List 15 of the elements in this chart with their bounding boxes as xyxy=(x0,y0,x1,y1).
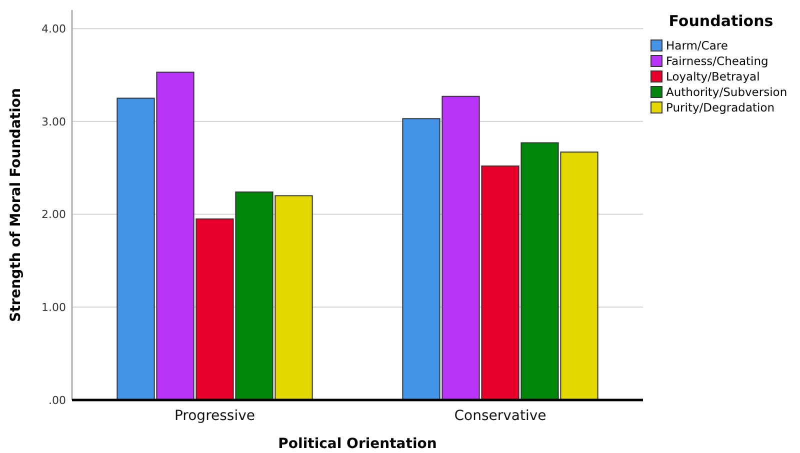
legend-label: Fairness/Cheating xyxy=(666,54,768,68)
legend-label: Purity/Degradation xyxy=(666,100,775,114)
y-tick-label: .00 xyxy=(48,394,66,407)
x-tick-label: Progressive xyxy=(174,408,256,424)
y-axis-title: Strength of Moral Foundation xyxy=(8,88,24,322)
legend-label: Loyalty/Betrayal xyxy=(666,70,760,84)
y-tick-label: 2.00 xyxy=(42,208,66,222)
legend-title: Foundations xyxy=(668,12,774,30)
legend-label: Harm/Care xyxy=(666,38,728,52)
y-tick-label: 4.00 xyxy=(42,22,66,36)
legend-label: Authority/Subversion xyxy=(666,85,788,99)
y-tick-label: 1.00 xyxy=(42,300,66,314)
y-tick-label: 3.00 xyxy=(42,115,66,128)
x-axis-title: Political Orientation xyxy=(278,436,437,452)
x-tick-label: Conservative xyxy=(454,408,546,424)
